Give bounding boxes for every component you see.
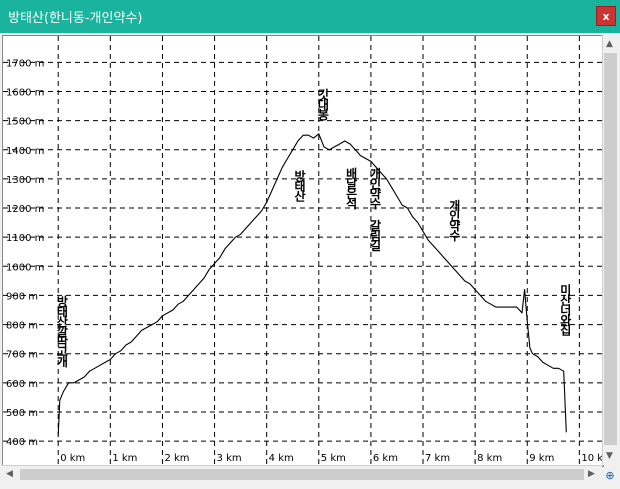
y-tick-label: 400 m — [6, 437, 38, 448]
y-tick-label: 900 m — [6, 291, 38, 302]
annotation-label: 깃대봉 — [316, 87, 330, 121]
vertical-scroll-thumb[interactable] — [604, 53, 617, 445]
x-tick-label: 7 km — [425, 453, 450, 464]
x-tick-label: 8 km — [477, 453, 502, 464]
y-axis-tick-labels: 400 m 500 m 600 m 700 m 800 m 900 m 1000 m 1100… — [6, 58, 44, 448]
y-tick-label: 1500 m — [6, 117, 44, 128]
annotation-label: 개인약수 — [447, 199, 461, 242]
globe-icon[interactable]: ⊕ — [605, 468, 615, 482]
x-tick-label: 3 km — [217, 453, 242, 464]
window-title: 방태산(한니동-개인약수) — [8, 11, 143, 26]
y-tick-label: 1600 m — [6, 88, 44, 99]
y-tick-label: 600 m — [6, 379, 38, 390]
grid-lines — [3, 36, 603, 466]
annotation-label: 미산너와집 — [558, 282, 572, 336]
annotation-label: 배달은석 — [344, 166, 358, 210]
y-tick-label: 1400 m — [6, 146, 44, 157]
arrow-down-icon[interactable]: ▼ — [606, 451, 613, 461]
y-tick-label: 1200 m — [6, 204, 44, 215]
annotation-label: 방태산 — [293, 169, 307, 203]
elevation-chart-panel: 400 m 500 m 600 m 700 m 800 m 900 m 1000 m 1100… — [2, 35, 613, 467]
y-tick-label: 1300 m — [6, 175, 44, 186]
x-tick-label: 6 km — [373, 453, 398, 464]
title-bar[interactable]: 방태산(한니동-개인약수) x — [0, 0, 620, 33]
x-tick-label: 10 km — [581, 453, 603, 464]
y-tick-label: 800 m — [6, 321, 38, 332]
vertical-scrollbar[interactable]: ▲ ▼ — [602, 35, 618, 465]
elevation-profile-line — [57, 133, 567, 436]
arrow-right-icon[interactable]: ▶ — [588, 469, 595, 479]
x-tick-label: 2 km — [164, 453, 189, 464]
y-tick-label: 1100 m — [6, 233, 44, 244]
arrow-left-icon[interactable]: ◀ — [6, 469, 13, 479]
arrow-up-icon[interactable]: ▲ — [606, 39, 613, 49]
x-tick-label: 0 km — [60, 453, 85, 464]
y-tick-label: 1000 m — [6, 262, 44, 273]
y-tick-label: 1700 m — [6, 58, 44, 69]
x-tick-label: 9 km — [529, 453, 554, 464]
x-tick-label: 4 km — [269, 453, 294, 464]
close-button[interactable]: x — [596, 6, 616, 26]
x-tick-label: 5 km — [321, 453, 346, 464]
annotation-label: 개인약수 갈림길 — [368, 167, 382, 252]
x-tick-label: 1 km — [112, 453, 137, 464]
y-tick-label: 500 m — [6, 408, 38, 419]
close-icon: x — [602, 9, 610, 23]
series-layer — [57, 133, 567, 436]
horizontal-scroll-thumb[interactable] — [20, 469, 584, 480]
horizontal-scrollbar[interactable]: ◀ ▶ — [2, 465, 602, 483]
annotation-label: 방태산깔딱고개 — [55, 294, 69, 368]
y-tick-label: 700 m — [6, 350, 38, 361]
elevation-profile-chart: 400 m 500 m 600 m 700 m 800 m 900 m 1000 m 1100… — [3, 36, 613, 466]
x-axis-tick-labels: 0 km 1 km 2 km 3 km 4 km 5 km 6 km 7 km 8 km 9 km… — [60, 453, 613, 464]
